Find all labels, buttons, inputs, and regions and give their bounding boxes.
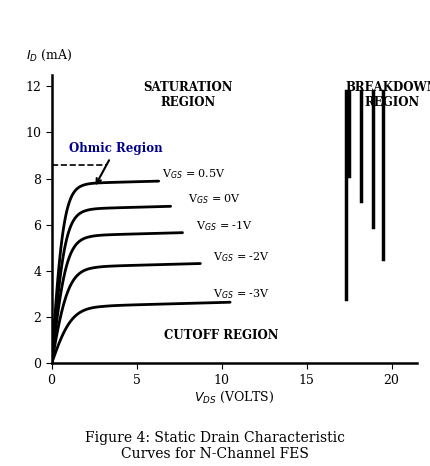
Text: V$_{GS}$ = -3V: V$_{GS}$ = -3V	[213, 287, 270, 301]
Text: $V_{DS}$ (VOLTS): $V_{DS}$ (VOLTS)	[194, 390, 275, 404]
Text: BREAKDOWN
REGION: BREAKDOWN REGION	[345, 82, 430, 110]
Text: V$_{GS}$ = -1V: V$_{GS}$ = -1V	[196, 219, 253, 233]
Text: V$_{GS}$ = 0V: V$_{GS}$ = 0V	[187, 192, 241, 206]
Text: CUTOFF REGION: CUTOFF REGION	[164, 329, 279, 342]
Text: Figure 4: Static Drain Characteristic
Curves for N-Channel FES: Figure 4: Static Drain Characteristic Cu…	[85, 431, 345, 461]
Text: $I_D$ (mA): $I_D$ (mA)	[26, 48, 73, 63]
Text: V$_{GS}$ = -2V: V$_{GS}$ = -2V	[213, 250, 270, 264]
Text: Ohmic Region: Ohmic Region	[69, 142, 162, 183]
Text: V$_{GS}$ = 0.5V: V$_{GS}$ = 0.5V	[162, 167, 226, 181]
Text: SATURATION
REGION: SATURATION REGION	[143, 82, 232, 110]
